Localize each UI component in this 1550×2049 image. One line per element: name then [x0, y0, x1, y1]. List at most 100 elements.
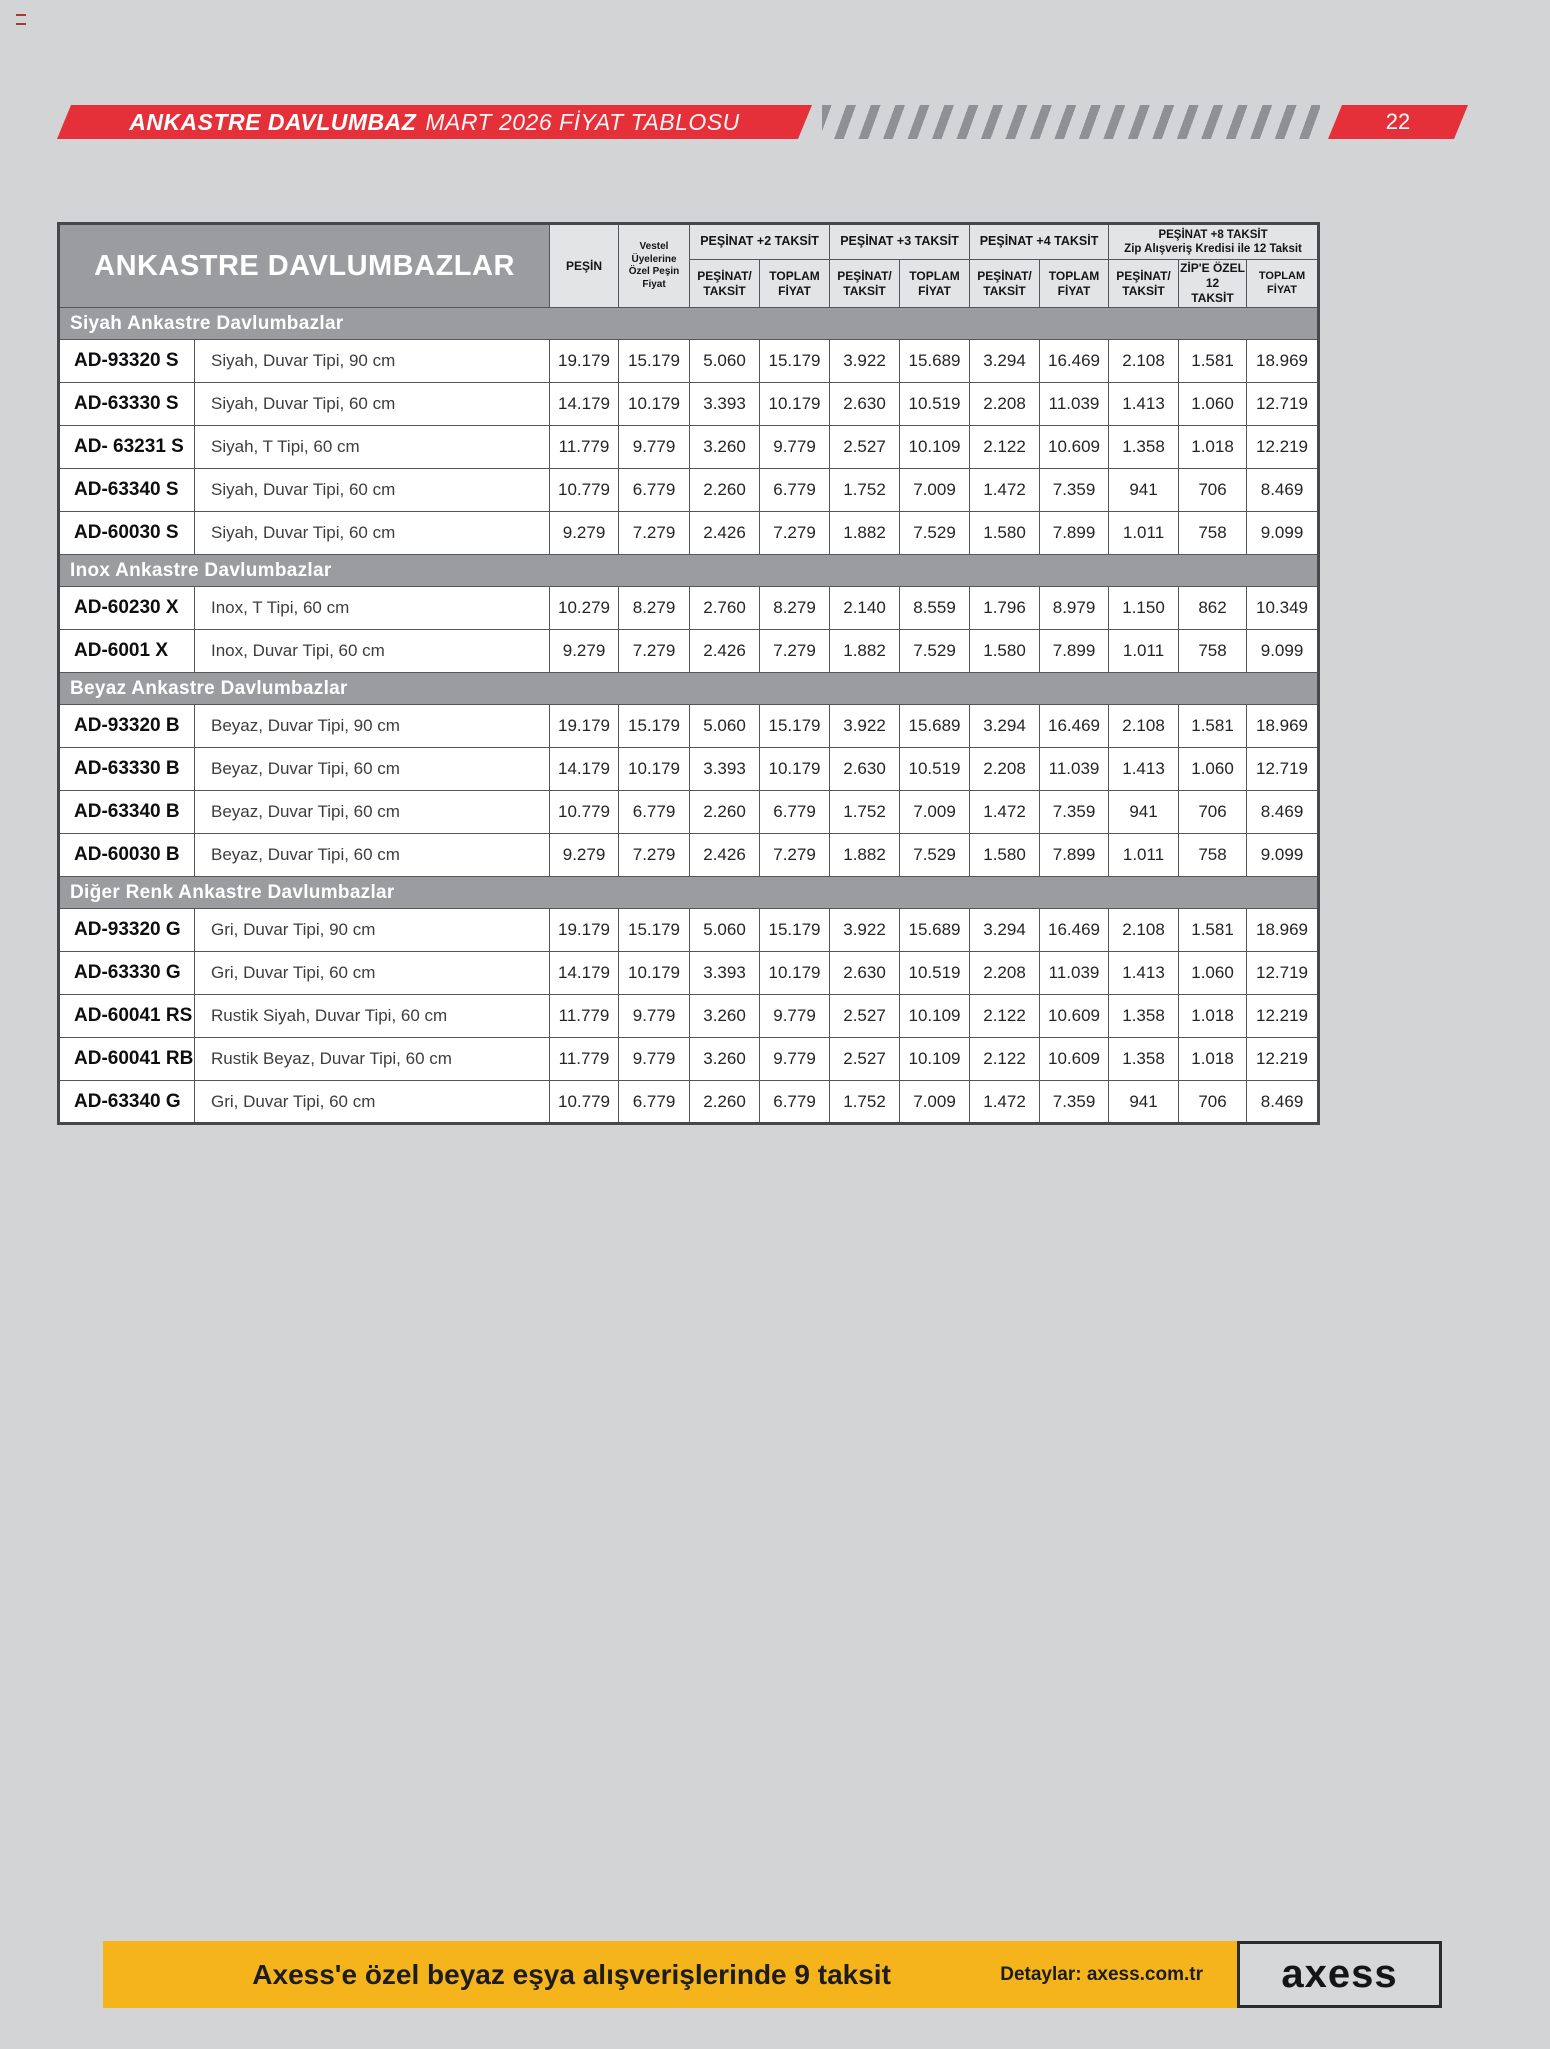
model-code: AD-60230 X	[58, 586, 195, 630]
product-row: AD-63330 G Gri, Duvar Tipi, 60 cm 14.179 10…	[58, 951, 1320, 995]
price-value: 1.011	[1108, 629, 1180, 673]
price-value: 10.179	[618, 382, 691, 426]
price-value: 10.179	[618, 951, 691, 995]
product-row: AD-93320 S Siyah, Duvar Tipi, 90 cm 19.179…	[58, 339, 1320, 383]
model-code: AD-63340 S	[58, 468, 195, 512]
product-description: Gri, Duvar Tipi, 90 cm	[193, 908, 551, 952]
price-value: 3.294	[969, 908, 1041, 952]
product-description: Inox, Duvar Tipi, 60 cm	[193, 629, 551, 673]
price-value: 10.109	[899, 1037, 971, 1081]
price-value: 2.527	[829, 994, 901, 1038]
price-value: 7.529	[899, 833, 971, 877]
price-value: 3.260	[689, 1037, 761, 1081]
price-value: 10.609	[1039, 425, 1110, 469]
price-value: 3.922	[829, 704, 901, 748]
product-description: Siyah, Duvar Tipi, 60 cm	[193, 382, 551, 426]
column-group-2-taksit: PEŞİNAT +2 TAKSİT	[689, 223, 831, 260]
hatch-decoration	[822, 105, 1320, 139]
price-value: 10.519	[899, 747, 971, 791]
section-title: Diğer Renk Ankastre Davlumbazlar	[57, 876, 1320, 909]
price-value: 7.279	[759, 511, 831, 555]
price-value: 2.260	[689, 790, 761, 834]
price-value: 1.882	[829, 629, 901, 673]
price-value: 7.899	[1039, 629, 1110, 673]
price-value: 6.779	[618, 468, 691, 512]
product-row: AD-60041 RS Rustik Siyah, Duvar Tipi, 60 …	[58, 994, 1320, 1038]
price-value: 15.689	[899, 908, 971, 952]
price-value: 10.519	[899, 951, 971, 995]
price-value: 7.279	[618, 511, 691, 555]
model-code: AD-93320 G	[58, 908, 195, 952]
price-value: 10.519	[899, 382, 971, 426]
price-value: 16.469	[1039, 704, 1110, 748]
price-value: 1.011	[1108, 511, 1180, 555]
price-value: 9.099	[1246, 511, 1320, 555]
price-value: 7.009	[899, 790, 971, 834]
column-group-3-taksit: PEŞİNAT +3 TAKSİT	[829, 223, 971, 260]
price-value: 3.294	[969, 339, 1041, 383]
price-value: 10.179	[759, 382, 831, 426]
price-value: 1.472	[969, 1080, 1041, 1124]
price-value: 2.140	[829, 586, 901, 630]
price-value: 10.179	[759, 951, 831, 995]
price-value: 11.779	[549, 425, 620, 469]
column-group-4-taksit: PEŞİNAT +4 TAKSİT	[969, 223, 1110, 260]
price-value: 8.469	[1246, 468, 1320, 512]
axess-promo-banner: Axess'e özel beyaz eşya alışverişlerinde…	[103, 1941, 1237, 2008]
price-value: 1.882	[829, 511, 901, 555]
price-value: 2.108	[1108, 908, 1180, 952]
price-value: 8.559	[899, 586, 971, 630]
product-row: AD-60041 RB Rustik Beyaz, Duvar Tipi, 60 …	[58, 1037, 1320, 1081]
price-value: 9.779	[618, 994, 691, 1038]
price-value: 6.779	[618, 790, 691, 834]
price-value: 12.219	[1246, 994, 1320, 1038]
price-value: 1.581	[1178, 704, 1248, 748]
price-value: 15.179	[618, 908, 691, 952]
price-value: 2.208	[969, 951, 1041, 995]
price-value: 12.219	[1246, 425, 1320, 469]
price-value: 12.219	[1246, 1037, 1320, 1081]
price-value: 1.752	[829, 1080, 901, 1124]
price-value: 9.279	[549, 629, 620, 673]
price-value: 15.689	[899, 704, 971, 748]
section-header-row: Beyaz Ankastre Davlumbazlar	[57, 672, 1320, 705]
price-value: 941	[1108, 468, 1180, 512]
price-value: 5.060	[689, 339, 761, 383]
product-description: Beyaz, Duvar Tipi, 90 cm	[193, 704, 551, 748]
price-value: 3.260	[689, 425, 761, 469]
price-value: 8.979	[1039, 586, 1110, 630]
column-header-pesin: PEŞİN	[549, 223, 620, 308]
model-code: AD-60030 B	[58, 833, 195, 877]
subcolumn-pesinat-taksit: PEŞİNAT/ TAKSİT	[1108, 259, 1180, 308]
price-value: 7.279	[759, 833, 831, 877]
price-value: 1.060	[1178, 951, 1248, 995]
price-value: 758	[1178, 511, 1248, 555]
price-value: 2.108	[1108, 339, 1180, 383]
price-value: 12.719	[1246, 382, 1320, 426]
page-corner-mark-icon	[16, 14, 26, 25]
price-value: 10.179	[759, 747, 831, 791]
promo-text: Axess'e özel beyaz eşya alışverişlerinde…	[252, 1958, 891, 1990]
price-value: 7.009	[899, 468, 971, 512]
price-value: 10.109	[899, 994, 971, 1038]
section-header-row: Diğer Renk Ankastre Davlumbazlar	[57, 876, 1320, 909]
model-code: AD-63330 B	[58, 747, 195, 791]
price-value: 10.779	[549, 1080, 620, 1124]
subcolumn-zip-ozel-12-taksit: ZİP'E ÖZEL 12 TAKSİT	[1178, 259, 1248, 308]
price-value: 941	[1108, 1080, 1180, 1124]
price-value: 11.039	[1039, 951, 1110, 995]
price-value: 9.779	[759, 425, 831, 469]
price-value: 6.779	[759, 790, 831, 834]
subcolumn-toplam-fiyat: TOPLAM FİYAT	[899, 259, 971, 308]
price-value: 10.779	[549, 468, 620, 512]
price-value: 2.760	[689, 586, 761, 630]
price-value: 1.581	[1178, 908, 1248, 952]
model-code: AD-6001 X	[58, 629, 195, 673]
price-value: 2.630	[829, 747, 901, 791]
price-value: 2.122	[969, 994, 1041, 1038]
product-row: AD-63340 S Siyah, Duvar Tipi, 60 cm 10.779…	[58, 468, 1320, 512]
price-value: 2.527	[829, 1037, 901, 1081]
price-value: 3.922	[829, 908, 901, 952]
price-value: 1.060	[1178, 382, 1248, 426]
price-value: 1.060	[1178, 747, 1248, 791]
